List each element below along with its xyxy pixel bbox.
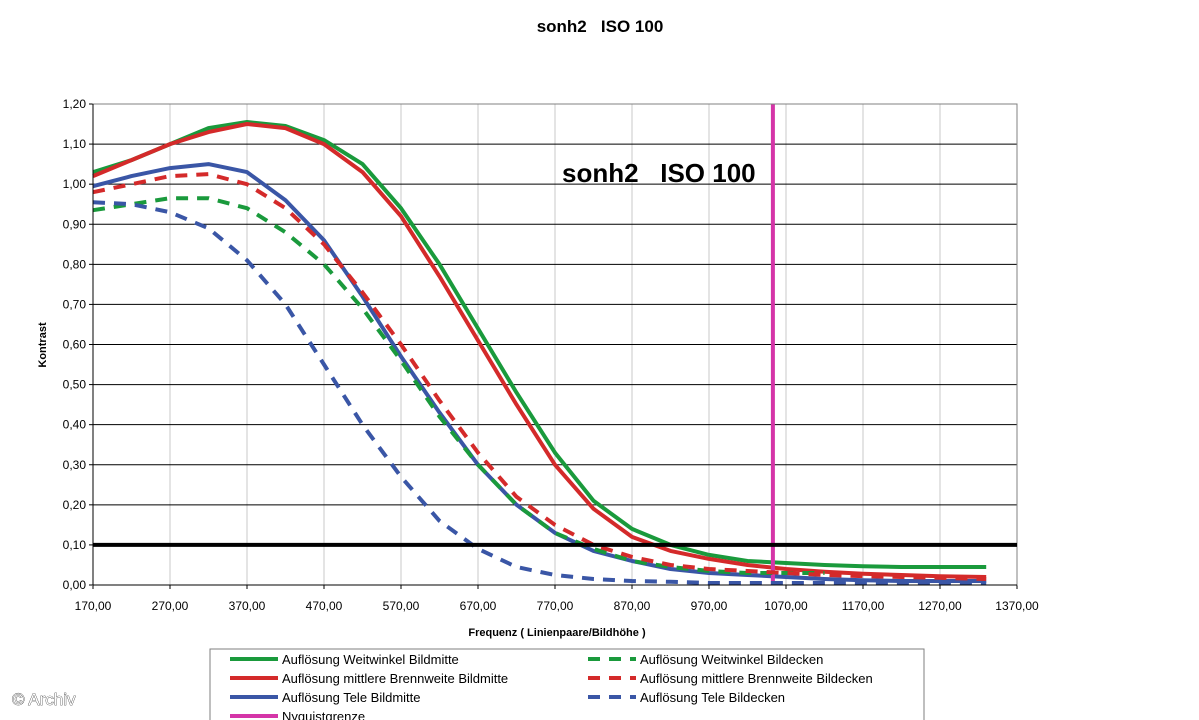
y-tick-label: 0,10 [63, 538, 87, 552]
x-tick-label: 770,00 [537, 599, 574, 613]
legend-label: Nyquistgrenze [282, 709, 365, 720]
y-tick-label: 1,00 [63, 177, 87, 191]
legend-label: Auflösung Tele Bildecken [640, 690, 785, 705]
x-tick-label: 670,00 [460, 599, 497, 613]
legend-box [209, 648, 925, 720]
credit-watermark: © Archiv [12, 690, 76, 709]
legend-label: Auflösung Tele Bildmitte [282, 690, 421, 705]
x-tick-label: 1070,00 [764, 599, 808, 613]
series-line-aufl-sung-mittlere-brennweite-bildmitte [92, 122, 987, 579]
inner-title: sonh2 ISO 100 [562, 158, 756, 188]
y-tick-label: 0,50 [63, 378, 87, 392]
y-tick-label: 0,30 [63, 458, 87, 472]
x-tick-label: 570,00 [383, 599, 420, 613]
y-tick-label: 0,20 [63, 498, 87, 512]
legend-label: Auflösung mittlere Brennweite Bildecken [640, 671, 873, 686]
legend: Auflösung Weitwinkel Bildmitte Auflösung … [209, 648, 925, 720]
legend-label: Auflösung Weitwinkel Bildmitte [282, 652, 459, 667]
y-axis-label: Kontrast [37, 322, 49, 368]
x-tick-label: 1370,00 [995, 599, 1039, 613]
x-tick-label: 970,00 [691, 599, 728, 613]
x-tick-label: 1170,00 [842, 599, 885, 613]
x-tick-label: 270,00 [152, 599, 189, 613]
y-tick-label: 0,40 [63, 418, 87, 432]
grid [92, 103, 1018, 586]
y-tick-label: 0,70 [63, 297, 87, 311]
y-tick-label: 1,10 [63, 137, 87, 151]
y-tick-label: 1,20 [63, 97, 87, 111]
axes: 170,00 270,00 370,00 470,00 570,00 670,00 770,… [63, 97, 1039, 613]
x-tick-label: 1270,00 [918, 599, 962, 613]
x-tick-label: 170,00 [75, 599, 112, 613]
series-line-aufl-sung-weitwinkel-bildmitte [92, 120, 987, 569]
x-axis-label: Frequenz ( Linienpaare/Bildhöhe ) [468, 627, 646, 639]
series-line-aufl-sung-tele-bildmitte [92, 162, 987, 583]
x-tick-label: 370,00 [229, 599, 266, 613]
y-tick-label: 0,60 [63, 338, 87, 352]
y-tick-label: 0,90 [63, 217, 87, 231]
legend-label: Auflösung mittlere Brennweite Bildmitte [282, 671, 508, 686]
legend-label: Auflösung Weitwinkel Bildecken [640, 652, 823, 667]
series-line-aufl-sung-tele-bildecken [92, 200, 987, 585]
series-line-aufl-sung-weitwinkel-bildecken [92, 196, 825, 575]
series-lines [92, 104, 987, 585]
y-tick-label: 0,80 [63, 257, 87, 271]
x-tick-label: 870,00 [614, 599, 651, 613]
x-tick-label: 470,00 [306, 599, 343, 613]
series-line-aufl-sung-mittlere-brennweite-bildecken [92, 172, 987, 581]
chart-title: sonh2 ISO 100 [537, 17, 664, 36]
y-tick-label: 0,00 [63, 578, 87, 592]
